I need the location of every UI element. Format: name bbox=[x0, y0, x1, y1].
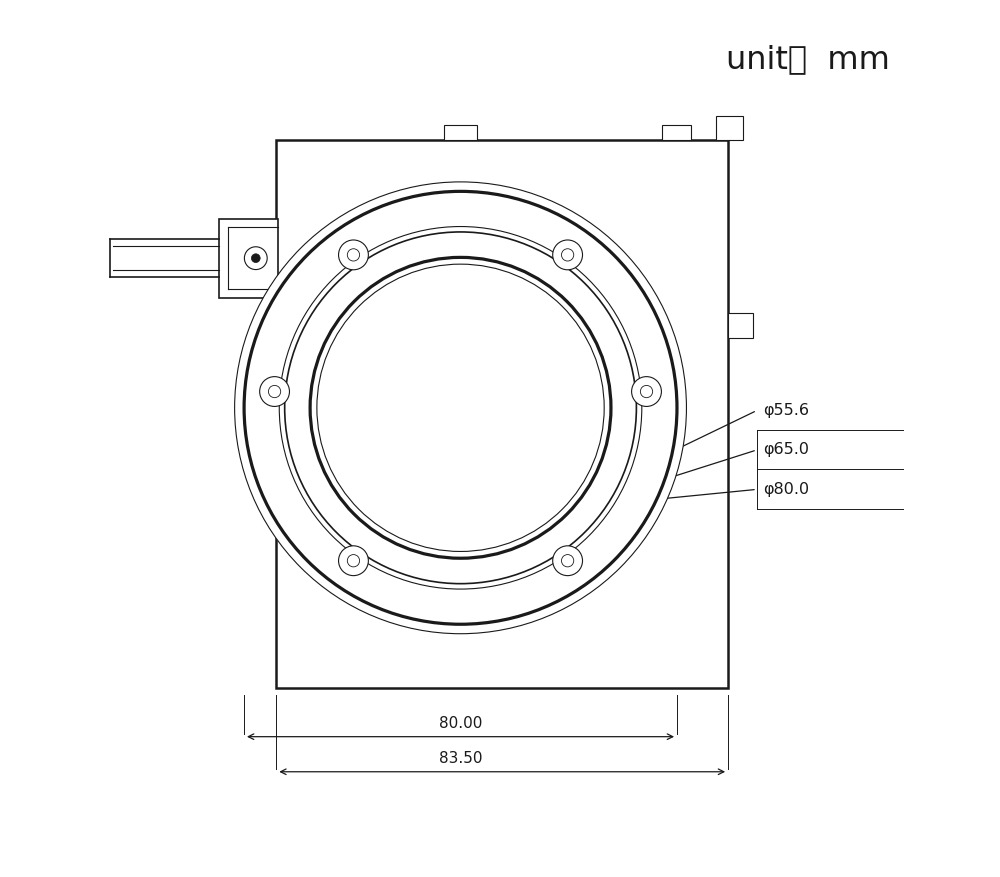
Circle shape bbox=[317, 264, 604, 552]
Text: φ80.0: φ80.0 bbox=[763, 481, 809, 497]
Circle shape bbox=[244, 246, 267, 269]
Bar bbox=[444, 125, 477, 140]
Bar bbox=[716, 116, 743, 140]
Circle shape bbox=[279, 226, 642, 589]
Text: φ55.6: φ55.6 bbox=[763, 403, 809, 418]
Circle shape bbox=[235, 182, 686, 634]
Text: unit：  mm: unit： mm bbox=[726, 44, 890, 75]
Circle shape bbox=[561, 249, 574, 261]
Circle shape bbox=[553, 545, 583, 575]
Bar bbox=[728, 313, 753, 338]
Circle shape bbox=[561, 554, 574, 567]
Circle shape bbox=[260, 376, 289, 406]
Text: 83.50: 83.50 bbox=[439, 751, 482, 766]
Circle shape bbox=[640, 385, 653, 397]
Bar bbox=[662, 125, 691, 140]
Circle shape bbox=[285, 232, 636, 584]
Circle shape bbox=[339, 545, 368, 575]
Circle shape bbox=[310, 257, 611, 559]
Circle shape bbox=[244, 191, 677, 624]
Bar bbox=[219, 218, 278, 297]
Circle shape bbox=[347, 249, 360, 261]
Bar bbox=[276, 140, 728, 688]
Circle shape bbox=[553, 240, 583, 270]
Circle shape bbox=[339, 240, 368, 270]
Text: φ65.0: φ65.0 bbox=[763, 442, 809, 458]
Circle shape bbox=[632, 376, 661, 406]
Circle shape bbox=[347, 554, 360, 567]
Circle shape bbox=[251, 253, 260, 262]
Circle shape bbox=[268, 385, 281, 397]
Text: 80.00: 80.00 bbox=[439, 716, 482, 731]
